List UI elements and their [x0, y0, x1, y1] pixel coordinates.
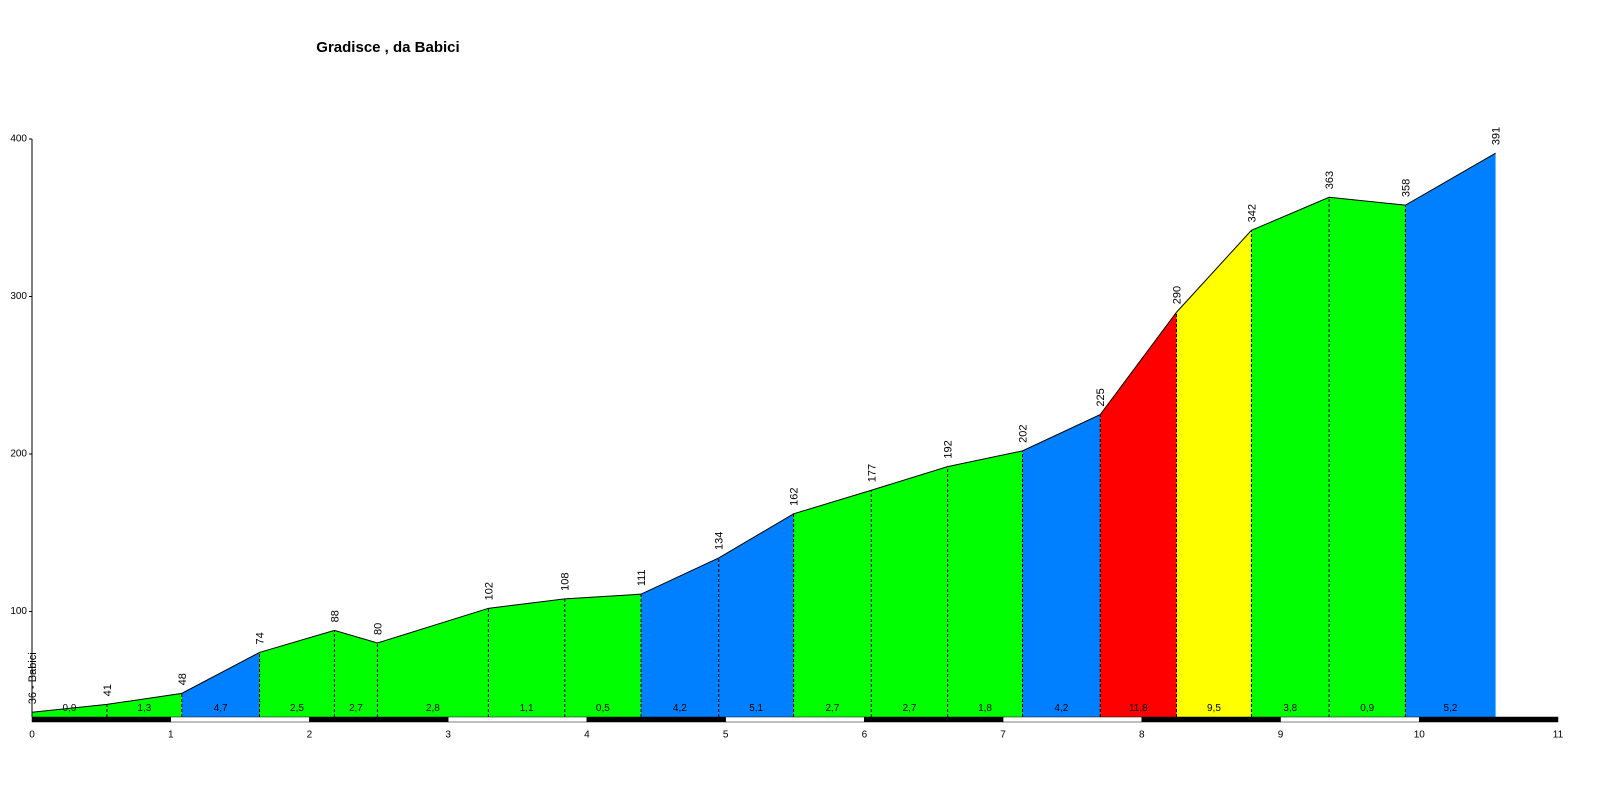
gradient-label: 4,2 [673, 703, 687, 714]
elevation-label: 363 [1324, 171, 1336, 189]
elevation-label: 88 [329, 610, 341, 622]
x-tick-label: 9 [1278, 730, 1284, 741]
gradient-label: 5,2 [1444, 703, 1458, 714]
gradient-segment [793, 490, 872, 717]
gradient-label: 1,3 [137, 703, 151, 714]
gradient-segment [488, 598, 565, 717]
km-bar [1280, 716, 1420, 723]
gradient-segment [1329, 197, 1406, 718]
gradient-segment [259, 630, 335, 717]
gradient-segment [106, 693, 182, 717]
elevation-label: 192 [943, 440, 955, 458]
gradient-segment [377, 608, 489, 717]
y-tick-label: 200 [10, 449, 27, 460]
gradient-label: 1,1 [520, 703, 534, 714]
x-tick-label: 8 [1139, 730, 1145, 741]
gradient-segment [718, 513, 794, 717]
km-bar [1002, 716, 1143, 723]
gradient-segment [1405, 153, 1496, 718]
gradient-label: 9,5 [1207, 703, 1221, 714]
km-bar [586, 716, 726, 723]
y-tick-label: 100 [10, 606, 27, 617]
elevation-label: 111 [636, 569, 648, 586]
x-tick-label: 6 [862, 730, 868, 741]
elevation-label: 134 [714, 532, 726, 550]
y-tick-label: 400 [10, 134, 27, 145]
gradient-segment [564, 594, 642, 717]
x-tick-label: 5 [723, 730, 729, 741]
gradient-label: 1,8 [978, 703, 992, 714]
elevation-label: 202 [1018, 424, 1030, 442]
x-tick-label: 1 [168, 730, 174, 741]
elevation-label: 74 [255, 632, 267, 644]
x-tick-label: 11 [1553, 730, 1564, 741]
elevation-label: 108 [560, 573, 572, 591]
km-bar [447, 716, 588, 723]
gradient-label: 0,5 [596, 703, 610, 714]
gradient-segment [1176, 230, 1252, 717]
chart-title: Gradisce , da Babici [316, 39, 459, 56]
x-tick-label: 10 [1414, 730, 1426, 741]
elevation-line [31, 152, 1496, 713]
gradient-segment [1251, 197, 1330, 718]
gradient-segment [947, 450, 1023, 717]
km-bar [1141, 716, 1281, 723]
gradient-label: 2,7 [902, 703, 916, 714]
elevation-label: 80 [372, 623, 384, 635]
km-bar [309, 716, 449, 723]
gradient-segment [641, 557, 719, 717]
km-bar [31, 716, 171, 723]
gradient-segment [181, 652, 260, 717]
gradient-label: 11,8 [1129, 703, 1148, 714]
gradient-label: 2,5 [290, 703, 304, 714]
x-tick-label: 2 [307, 730, 313, 741]
gradient-segment [1100, 312, 1177, 717]
km-bar [725, 716, 865, 723]
gradient-label: 2,8 [426, 703, 440, 714]
elevation-label: 358 [1400, 179, 1412, 197]
elevation-label: 48 [177, 673, 189, 685]
gradient-label: 2,7 [349, 703, 363, 714]
elevation-label: 102 [483, 582, 495, 600]
elevation-label: 391 [1491, 127, 1503, 145]
elevation-label: 36 - Babici [27, 652, 39, 704]
gradient-segment [871, 466, 948, 717]
km-bar [864, 716, 1004, 723]
gradient-segment [334, 630, 378, 717]
gradient-label: 3,8 [1283, 703, 1297, 714]
x-tick-label: 0 [29, 730, 35, 741]
elevation-label: 162 [789, 487, 801, 505]
elevation-label: 177 [866, 464, 878, 482]
x-tick-label: 3 [445, 730, 451, 741]
elevation-label: 41 [102, 684, 114, 696]
gradient-label: 2,7 [826, 703, 840, 714]
gradient-label: 5,1 [749, 703, 763, 714]
x-tick-label: 7 [1000, 730, 1006, 741]
elevation-label: 290 [1172, 286, 1184, 304]
gradient-label: 4,7 [214, 703, 228, 714]
gradient-label: 4,2 [1054, 703, 1068, 714]
gradient-segment [1022, 414, 1101, 717]
elevation-label: 342 [1246, 204, 1258, 222]
gradient-label: 0,9 [1360, 703, 1374, 714]
y-tick-label: 300 [10, 291, 27, 302]
x-tick-label: 4 [584, 730, 590, 741]
elevation-label: 225 [1095, 388, 1107, 406]
km-bar [1419, 716, 1559, 723]
km-bar [170, 716, 310, 723]
gradient-segment [32, 704, 107, 717]
